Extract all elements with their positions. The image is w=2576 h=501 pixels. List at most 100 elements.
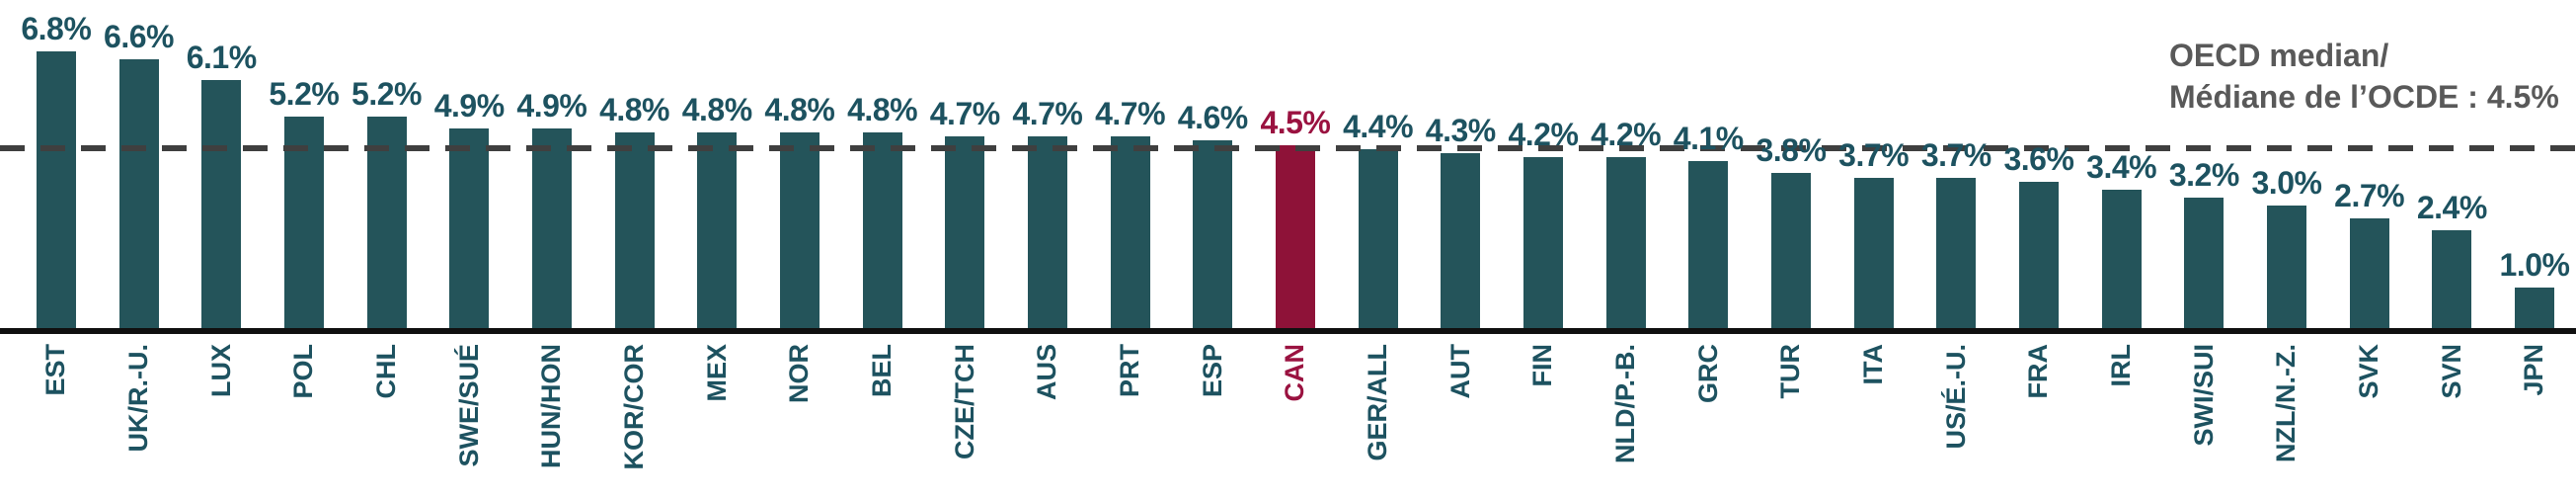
x-axis-label: KOR/COR [619, 344, 650, 470]
x-axis-label-cell: CAN [1254, 344, 1337, 501]
bar-column: 4.7% [923, 96, 1006, 328]
x-axis-label: JPN [2519, 344, 2549, 396]
x-axis-label-cell: ESP [1171, 344, 1254, 501]
bar-value-label: 4.7% [929, 96, 1000, 131]
x-axis-label: NOR [784, 344, 815, 403]
x-axis-labels: EST UK/R.-U. LUX POL CHL SWE/SUÉ HUN/HON KOR/CO… [0, 344, 2576, 501]
bar [697, 132, 738, 328]
bar-value-label: 2.4% [2416, 190, 2487, 225]
bar-column: 3.0% [2245, 165, 2328, 328]
x-axis-label-cell: SWI/SUI [2162, 344, 2245, 501]
bar [779, 132, 820, 328]
bar [36, 51, 76, 328]
bar-column: 4.5% [1254, 105, 1337, 328]
bar-column: 4.8% [841, 92, 924, 328]
bar [1441, 153, 1481, 328]
bar [2101, 190, 2142, 328]
bar [449, 128, 490, 328]
bar-value-label: 6.6% [104, 19, 174, 54]
bar-column: 5.2% [263, 76, 346, 328]
bar-column: 4.7% [1006, 96, 1089, 328]
bar-column: 3.2% [2162, 157, 2245, 328]
x-axis-label: FIN [1527, 344, 1558, 387]
bar [1605, 157, 1646, 328]
bar-value-label: 6.8% [21, 11, 92, 46]
bar [1936, 178, 1977, 328]
bar [862, 132, 902, 328]
x-axis-label: SVN [2436, 344, 2466, 399]
x-axis-label-cell: UK/R.-U. [98, 344, 181, 501]
oecd-median-annotation: OECD median/ Médiane de l’OCDE : 4.5% [2169, 36, 2559, 118]
bar [2266, 206, 2306, 328]
bar-column: 4.9% [510, 88, 593, 328]
x-axis-label: CAN [1280, 344, 1310, 402]
bar-value-label: 4.7% [1012, 96, 1083, 131]
bar-column: 3.7% [1833, 137, 1915, 328]
bar-column: 4.7% [1089, 96, 1172, 328]
bar-value-label: 3.7% [1838, 137, 1910, 173]
bar-value-label: 5.2% [351, 76, 422, 112]
bar-column: 2.7% [2328, 178, 2411, 328]
x-axis-label: IRL [2106, 344, 2137, 387]
x-axis-label: EST [40, 344, 71, 396]
bar-value-label: 3.0% [2251, 165, 2322, 201]
bar [1193, 140, 1233, 328]
bar-value-label: 3.8% [1756, 132, 1827, 168]
x-axis-label: US/É.-U. [1940, 344, 1971, 450]
x-axis-label: AUS [1032, 344, 1062, 401]
bar-column: 4.8% [675, 92, 758, 328]
bar-column: 2.4% [2410, 190, 2493, 328]
bar-column: 4.8% [758, 92, 841, 328]
x-axis-label-cell: GRC [1667, 344, 1750, 501]
x-axis-label-cell: ITA [1833, 344, 1915, 501]
bar-column: 4.8% [593, 92, 676, 328]
x-axis-label: GER/ALL [1363, 344, 1393, 461]
bar-column: 3.6% [1997, 141, 2080, 328]
bar-highlight [1275, 145, 1315, 328]
x-axis-label: FRA [2023, 344, 2054, 399]
x-axis-label: GRC [1692, 344, 1723, 403]
bar-column: 4.1% [1667, 121, 1750, 328]
bar-value-label: 4.2% [1591, 117, 1662, 152]
x-axis-label-cell: IRL [2080, 344, 2163, 501]
bar [1853, 178, 1894, 328]
oecd-median-dashed-line [0, 145, 2576, 151]
bar-column: 3.4% [2080, 149, 2163, 328]
x-axis-label-cell: SVN [2410, 344, 2493, 501]
bar-column: 6.1% [180, 40, 263, 328]
bar-value-label: 4.8% [681, 92, 752, 127]
bar [2432, 230, 2472, 328]
oecd-median-annotation-line1: OECD median/ [2169, 38, 2389, 73]
bar-value-label: 4.9% [433, 88, 505, 124]
x-axis-label-cell: CZE/TCH [923, 344, 1006, 501]
bar [1770, 173, 1811, 328]
bar-value-label: 4.7% [1095, 96, 1166, 131]
bar-value-label: 1.0% [2499, 247, 2570, 283]
bar-column: 4.9% [428, 88, 510, 328]
bar-value-label: 4.3% [1425, 113, 1496, 148]
x-axis-label-cell: KOR/COR [593, 344, 676, 501]
x-axis-label-cell: POL [263, 344, 346, 501]
x-axis-label: NLD/P.-B. [1610, 344, 1641, 464]
x-axis-label: HUN/HON [536, 344, 567, 468]
bar-column: 4.6% [1171, 100, 1254, 328]
bar [366, 117, 407, 328]
bar-column: 4.2% [1502, 117, 1585, 328]
x-axis-label: LUX [205, 344, 236, 397]
x-axis-label-cell: CHL [346, 344, 429, 501]
x-axis-label: PRT [1115, 344, 1145, 397]
bar [118, 59, 159, 328]
bar-value-label: 4.1% [1673, 121, 1744, 156]
bar [283, 117, 324, 328]
bar-column: 4.3% [1419, 113, 1502, 328]
bar [945, 136, 985, 328]
x-axis-label-cell: EST [15, 344, 98, 501]
x-axis-label: UK/R.-U. [123, 344, 153, 453]
x-axis-label: TUR [1775, 344, 1806, 399]
bar [2184, 198, 2225, 328]
bars-container: 6.8% 6.6% 6.1% 5.2% 5.2% 4.9% 4.9% 4.8% 4.8% 4.8%… [21, 11, 2570, 328]
bar-value-label: 3.6% [2003, 141, 2074, 177]
x-axis-label-cell: AUS [1006, 344, 1089, 501]
bar-column: 6.6% [98, 19, 181, 328]
x-axis-label: SVK [2354, 344, 2384, 399]
